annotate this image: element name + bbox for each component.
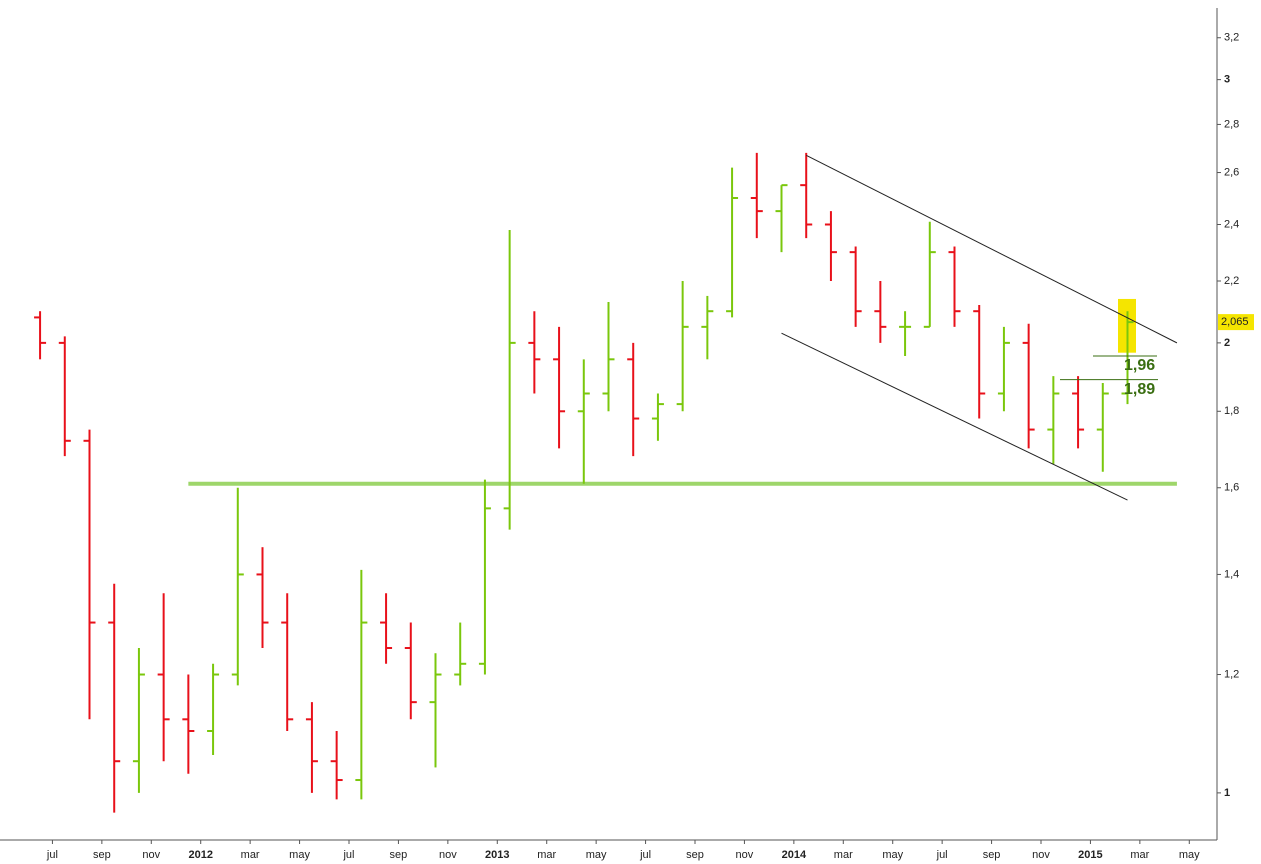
trend-line xyxy=(781,332,1128,501)
x-tick-label: may xyxy=(882,849,903,861)
x-tick-label: jul xyxy=(342,849,354,861)
x-tick-label: sep xyxy=(390,849,408,861)
x-tick-label: nov xyxy=(142,849,160,861)
x-tick-label: jul xyxy=(936,849,948,861)
x-tick-label: 2014 xyxy=(782,849,807,861)
trend-line xyxy=(805,154,1178,344)
y-tick-label: 2,8 xyxy=(1224,118,1239,130)
x-tick-label: nov xyxy=(736,849,754,861)
x-tick-label: jul xyxy=(639,849,651,861)
x-tick-label: 2013 xyxy=(485,849,509,861)
x-tick-label: mar xyxy=(1130,849,1149,861)
x-tick-label: may xyxy=(586,849,607,861)
level-label: 1,96 xyxy=(1124,357,1155,374)
x-tick-label: sep xyxy=(983,849,1001,861)
y-tick-label: 1 xyxy=(1224,787,1230,799)
y-tick-label: 2,2 xyxy=(1224,275,1239,287)
last-price-box xyxy=(1218,314,1254,331)
x-tick-label: may xyxy=(289,849,310,861)
x-tick-label: mar xyxy=(241,849,260,861)
x-tick-label: sep xyxy=(93,849,111,861)
y-tick-label: 2,4 xyxy=(1224,218,1239,230)
last-price-label: 2,065 xyxy=(1221,316,1249,328)
y-tick-label: 3,2 xyxy=(1224,32,1239,44)
y-tick-label: 1,8 xyxy=(1224,405,1239,417)
y-tick-label: 1,2 xyxy=(1224,668,1239,680)
x-tick-label: sep xyxy=(686,849,704,861)
x-tick-label: 2012 xyxy=(188,849,212,861)
x-tick-label: 2015 xyxy=(1078,849,1102,861)
x-tick-label: nov xyxy=(439,849,457,861)
x-tick-label: jul xyxy=(46,849,58,861)
x-tick-label: mar xyxy=(834,849,853,861)
y-tick-label: 2,6 xyxy=(1224,166,1239,178)
y-tick-label: 1,4 xyxy=(1224,568,1239,580)
y-tick-label: 3 xyxy=(1224,74,1230,86)
x-tick-label: nov xyxy=(1032,849,1050,861)
x-tick-label: mar xyxy=(537,849,556,861)
y-tick-label: 1,6 xyxy=(1224,482,1239,494)
y-tick-label: 2 xyxy=(1224,337,1230,349)
level-label: 1,89 xyxy=(1124,381,1155,398)
x-tick-label: may xyxy=(1179,849,1200,861)
